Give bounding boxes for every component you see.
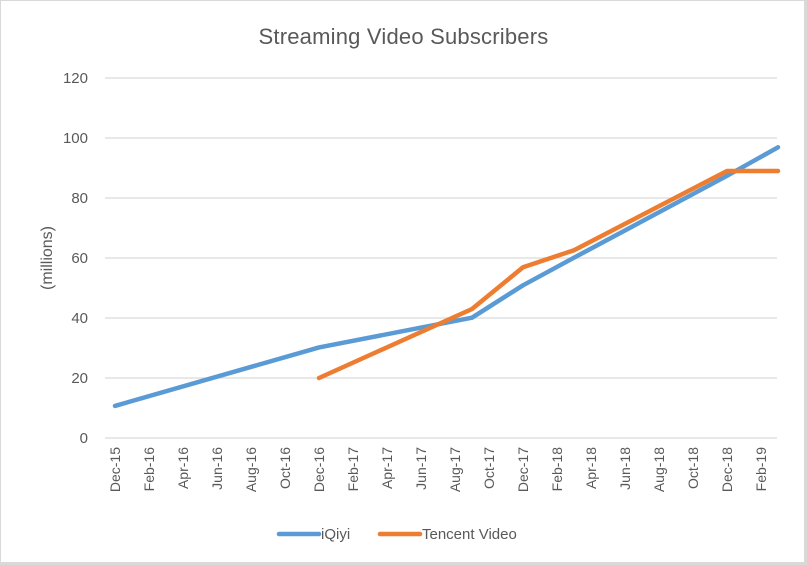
x-tick-label: Jun-16 <box>209 447 225 490</box>
legend: iQiyi Tencent Video <box>276 526 517 543</box>
y-tick-label: 40 <box>71 310 88 327</box>
y-axis-label: (millions) <box>39 226 56 290</box>
y-axis-ticks: 0 20 40 60 80 100 120 <box>63 70 88 447</box>
y-tick-label: 60 <box>71 250 88 267</box>
x-tick-label: Oct-18 <box>685 447 701 489</box>
x-tick-label: Oct-17 <box>481 447 497 489</box>
legend-label: iQiyi <box>321 526 350 543</box>
x-tick-label: Aug-16 <box>243 447 259 492</box>
x-tick-label: Feb-19 <box>753 447 769 492</box>
x-tick-label: Dec-17 <box>515 447 531 492</box>
x-tick-label: Aug-17 <box>447 447 463 492</box>
y-tick-label: 0 <box>80 430 88 447</box>
x-tick-label: Apr-17 <box>379 447 395 489</box>
y-tick-label: 120 <box>63 70 88 87</box>
legend-label: Tencent Video <box>422 526 517 543</box>
y-tick-label: 20 <box>71 370 88 387</box>
x-tick-label: Jun-18 <box>617 447 633 490</box>
series-lines <box>112 145 781 409</box>
x-tick-label: Apr-16 <box>175 447 191 489</box>
y-tick-label: 100 <box>63 130 88 147</box>
gridlines <box>105 77 777 439</box>
y-tick-label: 80 <box>71 190 88 207</box>
x-tick-label: Oct-16 <box>277 447 293 489</box>
x-tick-label: Feb-17 <box>345 447 361 492</box>
x-tick-label: Feb-18 <box>549 447 565 492</box>
chart-title: Streaming Video Subscribers <box>258 24 549 49</box>
series-line-iqiyi <box>112 145 781 409</box>
x-tick-label: Jun-17 <box>413 447 429 490</box>
x-tick-label: Dec-18 <box>719 447 735 492</box>
x-tick-label: Apr-18 <box>583 447 599 489</box>
series-line-tencent-video <box>316 168 781 381</box>
x-tick-label: Dec-16 <box>311 447 327 492</box>
x-axis-ticks: Dec-15 Feb-16 Apr-16 Jun-16 Aug-16 Oct-16 Dec-… <box>107 447 769 492</box>
x-tick-label: Dec-15 <box>107 447 123 492</box>
x-tick-label: Feb-16 <box>141 447 157 492</box>
x-tick-label: Aug-18 <box>651 447 667 492</box>
